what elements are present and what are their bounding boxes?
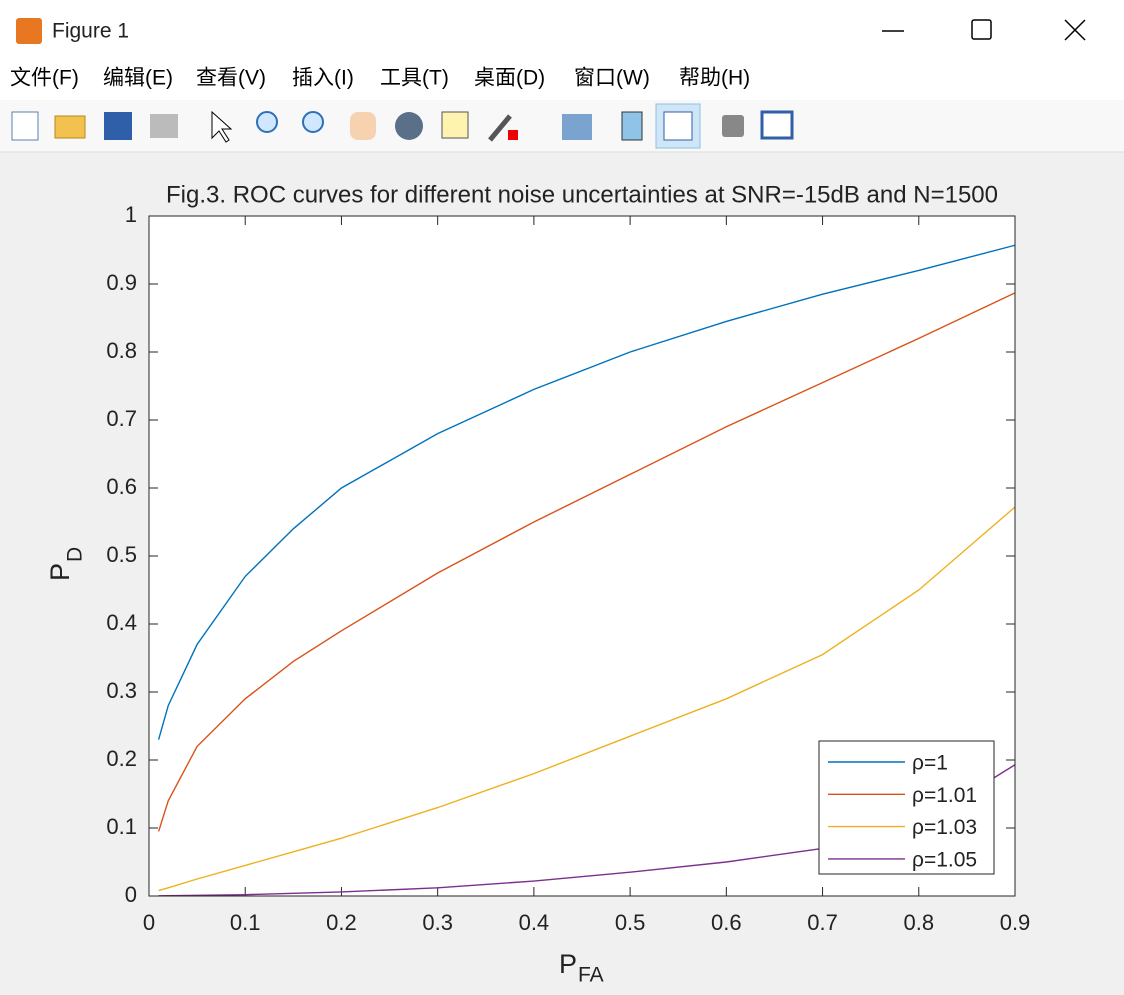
title-bar <box>0 0 1124 58</box>
legend-label: ρ=1.01 <box>912 784 977 807</box>
new-icon[interactable] <box>11 111 39 141</box>
colorbar-icon[interactable] <box>621 111 643 141</box>
menu-item[interactable]: 文件(F) <box>10 67 79 90</box>
y-tick-label: 0.3 <box>106 678 137 703</box>
menu-item[interactable]: 编辑(E) <box>103 67 173 90</box>
x-axis-label: P FA <box>559 949 604 986</box>
maximize-button[interactable] <box>971 19 992 40</box>
rotate-icon[interactable] <box>395 112 423 140</box>
menu-item[interactable]: 查看(V) <box>196 67 266 90</box>
x-label-subscript: FA <box>578 964 604 987</box>
close-button[interactable] <box>1064 19 1086 41</box>
window-title: Figure 1 <box>52 20 129 43</box>
x-tick-label: 0.3 <box>422 910 453 935</box>
open-icon[interactable] <box>54 115 86 139</box>
x-tick-label: 0.1 <box>230 910 261 935</box>
y-tick-label: 1 <box>125 202 137 227</box>
pan-icon[interactable] <box>350 112 376 140</box>
x-label: P <box>559 949 577 979</box>
link-icon[interactable] <box>562 114 592 140</box>
datatip-icon[interactable] <box>441 111 469 139</box>
menu-item[interactable]: 桌面(D) <box>474 67 545 90</box>
y-tick-label: 0.2 <box>106 746 137 771</box>
y-tick-label: 0 <box>125 882 137 907</box>
x-tick-label: 0.7 <box>807 910 838 935</box>
x-tick-label: 0.8 <box>903 910 934 935</box>
legend-label: ρ=1.03 <box>912 816 977 839</box>
legend-icon[interactable] <box>663 111 693 141</box>
print-icon[interactable] <box>150 114 178 138</box>
toolbar-icons <box>11 103 794 149</box>
zoom-in-icon[interactable] <box>256 111 278 133</box>
legend-box <box>818 740 995 875</box>
y-tick-label: 0.6 <box>106 474 137 499</box>
legend-label: ρ=1 <box>912 752 948 775</box>
legend-label: ρ=1.05 <box>912 848 977 871</box>
y-tick-label: 0.1 <box>106 814 137 839</box>
y-axis-label: P D <box>45 547 86 581</box>
app-icon <box>16 18 42 44</box>
menu-item[interactable]: 插入(I) <box>292 67 354 90</box>
hide-tools-icon[interactable] <box>722 115 744 137</box>
x-tick-label: 0.4 <box>519 910 550 935</box>
series-line <box>158 506 1016 892</box>
dock-icon[interactable] <box>760 110 794 140</box>
menu-item[interactable]: 窗口(W) <box>574 67 650 90</box>
y-tick-label: 0.9 <box>106 270 137 295</box>
brush-color <box>508 130 518 140</box>
y-tick-label: 0.5 <box>106 542 137 567</box>
brush-icon[interactable] <box>488 114 512 142</box>
pointer-icon[interactable] <box>211 110 233 143</box>
y-label-subscript: D <box>64 547 87 562</box>
legend: ρ=1 ρ=1.01 ρ=1.03 ρ=1.05 <box>818 740 995 875</box>
y-tick-label: 0.4 <box>106 610 137 635</box>
x-tick-label: 0 <box>143 910 155 935</box>
menu-item[interactable]: 工具(T) <box>380 67 449 90</box>
y-tick-label: 0.7 <box>106 406 137 431</box>
menu-bar <box>0 58 1124 100</box>
zoom-out-icon[interactable] <box>302 111 324 133</box>
x-tick-label: 0.2 <box>326 910 357 935</box>
x-tick-label: 0.9 <box>1000 910 1031 935</box>
menu-item[interactable]: 帮助(H) <box>679 67 750 90</box>
series-line <box>157 292 1016 832</box>
y-tick-label: 0.8 <box>106 338 137 363</box>
series-line <box>157 244 1016 740</box>
chart-title: Fig.3. ROC curves for different noise un… <box>166 181 998 208</box>
x-tick-label: 0.6 <box>711 910 742 935</box>
axes-box <box>148 215 1016 897</box>
x-tick-label: 0.5 <box>615 910 646 935</box>
save-icon[interactable] <box>104 112 132 140</box>
y-label: P <box>45 563 75 581</box>
